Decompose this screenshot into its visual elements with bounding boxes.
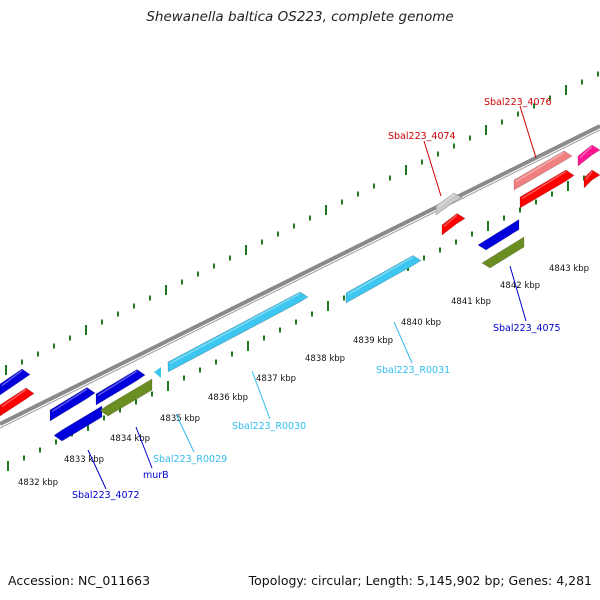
gene-arrow-pink-highlight (579, 145, 593, 159)
gene-arrow-Sbal223_4074[interactable] (441, 213, 466, 236)
genome-backbone-edge (0, 129, 600, 429)
scale-tick-label: 4842 kbp (500, 281, 540, 291)
gene-arrow-blue-highlight (51, 388, 88, 413)
gene-arrow-blue[interactable] (95, 369, 146, 406)
scale-tick-label: 4835 kbp (160, 414, 200, 424)
gene-arrow-olive[interactable] (481, 236, 525, 269)
gene-arrow-Sbal223_4074-gray[interactable] (435, 192, 463, 216)
gene-arrow-pink[interactable] (577, 144, 600, 167)
scale-tick-label: 4839 kbp (353, 336, 393, 346)
feature-label-Sbal223_R0029[interactable]: Sbal223_R0029 (153, 454, 227, 465)
rna-arrow-Sbal223_R0031[interactable] (345, 255, 422, 304)
feature-label-Sbal223_4074[interactable]: Sbal223_4074 (388, 131, 456, 142)
label-leader-line (87, 449, 107, 490)
label-leader-line (509, 265, 527, 322)
label-leader-line (423, 140, 442, 197)
gene-arrow-Sbal223_4076-highlight (521, 170, 567, 200)
scale-tick-label: 4837 kbp (256, 374, 296, 384)
label-leader-line (519, 105, 537, 159)
scale-tick-label: 4838 kbp (305, 354, 345, 364)
gene-arrow-red-highlight (1, 388, 27, 408)
feature-label-Sbal223_R0030[interactable]: Sbal223_R0030 (232, 421, 306, 432)
gene-arrow-red[interactable] (583, 169, 600, 189)
gene-arrow-murB-olive-highlight (101, 379, 145, 408)
scale-tick-label: 4836 kbp (208, 393, 248, 403)
label-leader-line (135, 426, 153, 469)
gene-arrow-red[interactable] (0, 387, 35, 417)
gene-arrow-red-highlight (585, 171, 593, 180)
gene-arrow-murB-olive[interactable] (99, 378, 153, 417)
scale-tick-label: 4833 kbp (64, 455, 104, 465)
rna-arrow-Sbal223_R0031-highlight (347, 256, 414, 296)
label-leader-line (251, 370, 271, 420)
gene-arrow-blue-highlight (1, 369, 23, 387)
gene-arrow-blue-highlight (97, 370, 138, 397)
scale-tick-label: 4832 kbp (18, 478, 58, 488)
gene-arrow-Sbal223_4076[interactable] (519, 169, 575, 209)
rna-arrow-Sbal223_R0030-highlight (169, 292, 301, 365)
feature-label-Sbal223_4075[interactable]: Sbal223_4075 (493, 323, 561, 334)
feature-label-Sbal223_R0031[interactable]: Sbal223_R0031 (376, 365, 450, 376)
label-leader-line (175, 413, 195, 453)
gene-arrow-Sbal223_4075-blue-highlight (479, 220, 512, 243)
feature-label-murB[interactable]: murB (143, 470, 169, 481)
scale-tick-label: 4843 kbp (549, 264, 589, 274)
map-title: Shewanella baltica OS223, complete genom… (146, 9, 454, 25)
genome-backbone (0, 124, 600, 426)
feature-label-Sbal223_4072[interactable]: Sbal223_4072 (72, 490, 140, 501)
scale-tick-label: 4841 kbp (451, 297, 491, 307)
rna-arrow-Sbal223_R0029[interactable] (154, 367, 161, 378)
label-leader-line (393, 321, 413, 364)
gene-arrow-Sbal223_4074-highlight (443, 214, 458, 228)
gene-arrow-olive-highlight (483, 237, 517, 261)
gene-arrow-Sbal223_4075-blue[interactable] (477, 218, 520, 251)
genome-stats-text: Topology: circular; Length: 5,145,902 bp… (248, 573, 592, 588)
gene-arrow-Sbal223_4074-gray-highlight (437, 193, 455, 209)
scale-tick-label: 4840 kbp (401, 318, 441, 328)
feature-label-Sbal223_4076[interactable]: Sbal223_4076 (484, 97, 552, 108)
gene-arrow-blue[interactable] (49, 387, 96, 422)
gene-arrow-Sbal223_4072[interactable] (53, 405, 103, 442)
rna-arrow-Sbal223_R0030[interactable] (167, 291, 309, 373)
accession-text: Accession: NC_011663 (8, 573, 151, 588)
gene-arrow-blue[interactable] (0, 368, 31, 396)
gene-arrow-Sbal223_4076-salmon-highlight (515, 151, 565, 183)
gene-arrow-Sbal223_4076-salmon[interactable] (513, 150, 573, 191)
gene-arrow-Sbal223_4072-highlight (55, 406, 95, 433)
scale-tick-label: 4834 kbp (110, 434, 150, 444)
